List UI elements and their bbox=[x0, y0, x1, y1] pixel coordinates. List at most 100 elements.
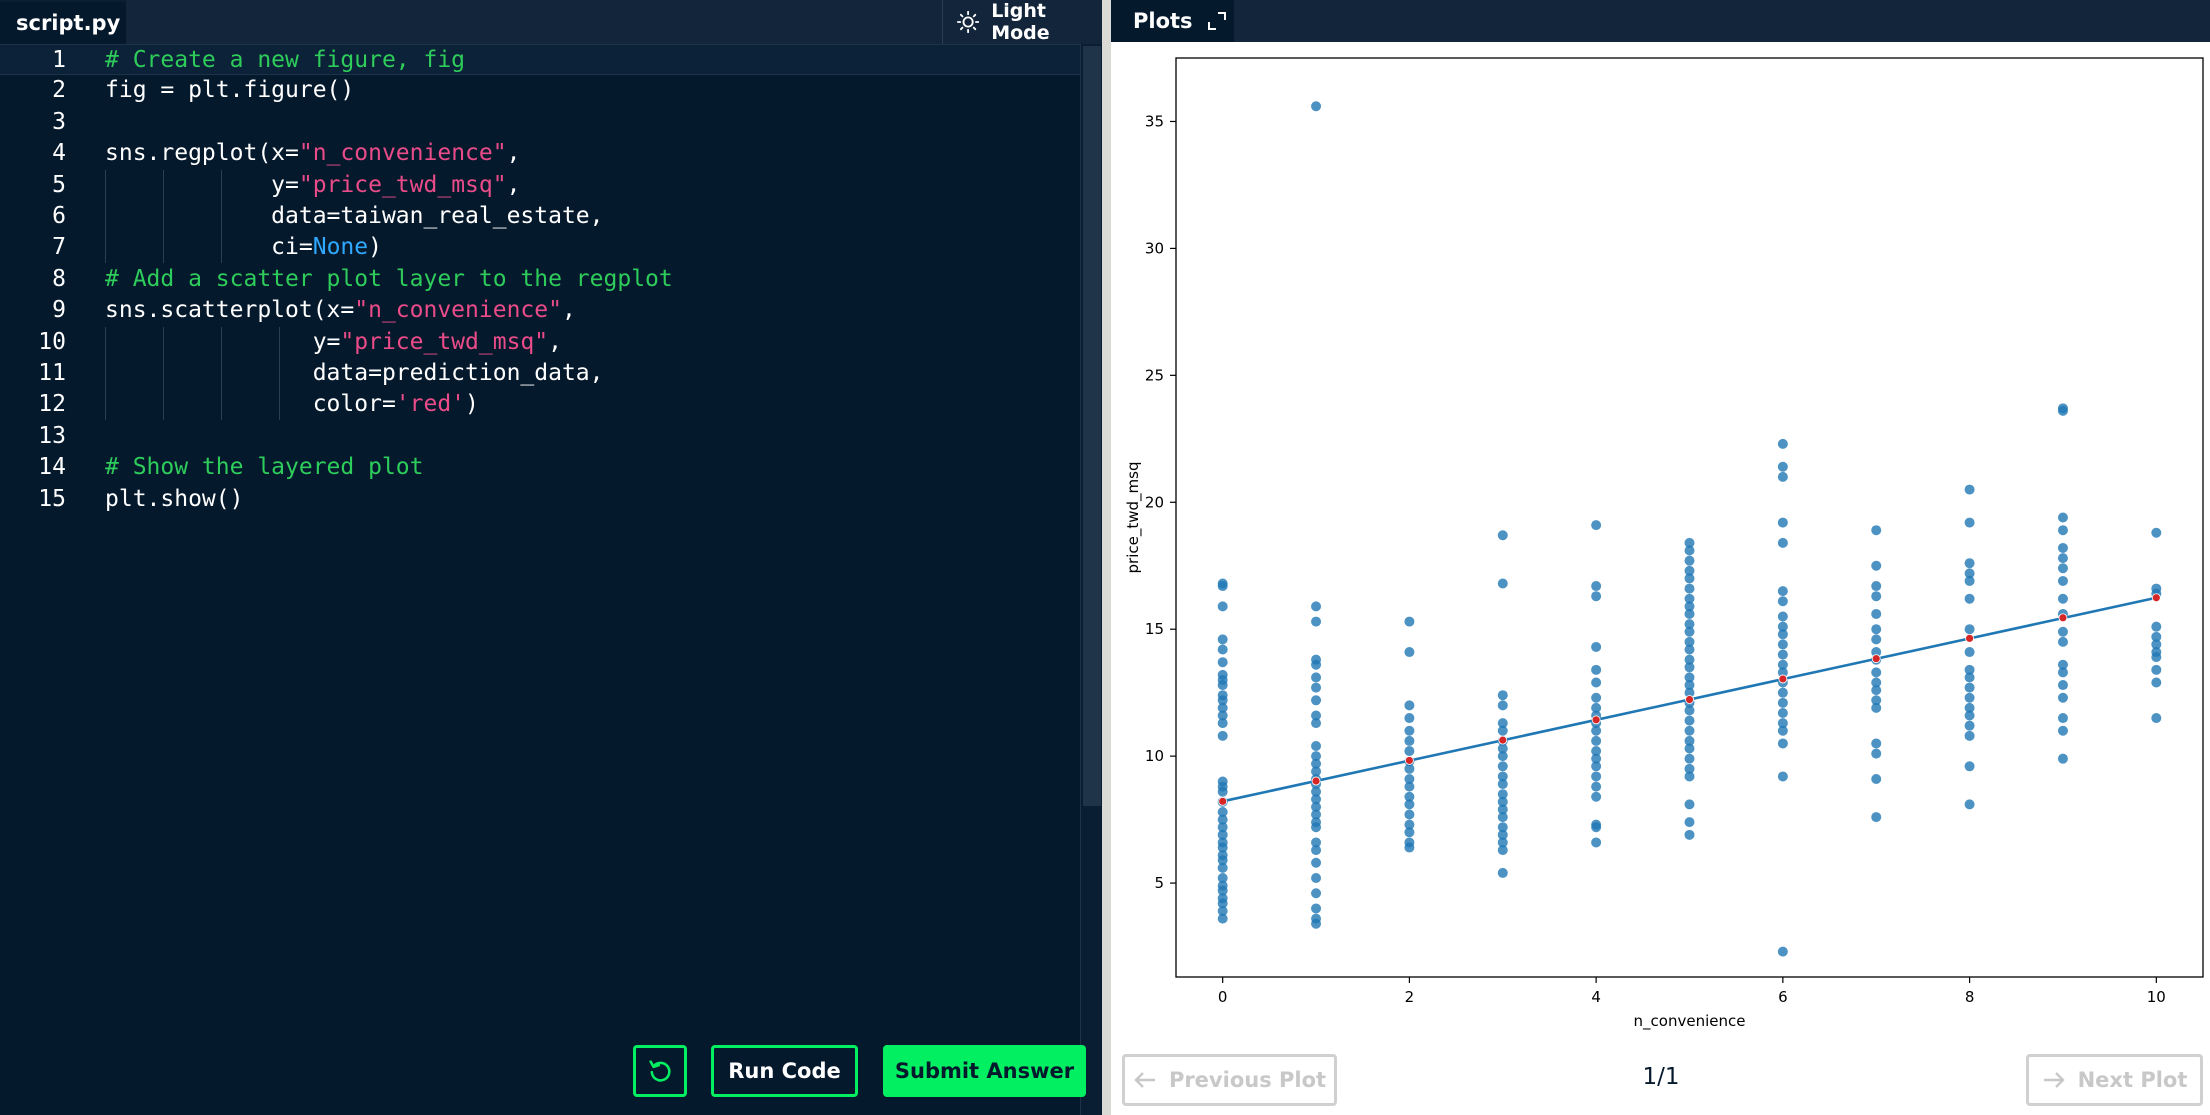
data-point bbox=[1871, 812, 1882, 823]
data-point bbox=[1684, 735, 1695, 746]
data-point bbox=[1871, 685, 1882, 696]
data-point bbox=[1497, 771, 1508, 782]
prediction-point bbox=[2151, 593, 2161, 603]
data-point bbox=[1871, 667, 1882, 678]
data-point bbox=[1217, 680, 1228, 691]
reset-code-button[interactable] bbox=[633, 1045, 687, 1097]
code-token: data=taiwan_real_estate, bbox=[105, 203, 604, 229]
data-point bbox=[1311, 601, 1322, 612]
code-line[interactable]: 14 # Show the layered plot bbox=[0, 452, 1080, 483]
code-line[interactable]: 3 bbox=[0, 107, 1080, 138]
code-token: fig = plt.figure() bbox=[105, 77, 355, 104]
data-point bbox=[1684, 644, 1695, 655]
data-point bbox=[1684, 705, 1695, 716]
arrow-left-icon bbox=[1134, 1072, 1155, 1088]
x-axis-label: n_convenience bbox=[1634, 1012, 1746, 1031]
data-point bbox=[1311, 710, 1322, 721]
prediction-point bbox=[1218, 796, 1228, 806]
code-token: "n_convenience" bbox=[298, 140, 507, 167]
data-point bbox=[1684, 626, 1695, 637]
data-point bbox=[1404, 763, 1415, 774]
data-point bbox=[1871, 773, 1882, 784]
data-point bbox=[1684, 537, 1695, 548]
data-point bbox=[1217, 695, 1228, 706]
tab-script[interactable]: script.py bbox=[0, 0, 126, 44]
data-point bbox=[2057, 725, 2068, 736]
tab-plots[interactable]: Plots bbox=[1111, 0, 1234, 42]
y-tick-label: 15 bbox=[1145, 620, 1164, 638]
data-point bbox=[1964, 664, 1975, 675]
code-line[interactable]: 8 # Add a scatter plot layer to the regpl… bbox=[0, 264, 1080, 295]
code-line[interactable]: 5 y="price_twd_msq", bbox=[0, 169, 1080, 201]
previous-plot-button[interactable]: Previous Plot bbox=[1122, 1054, 1337, 1106]
data-point bbox=[1777, 659, 1788, 670]
data-point bbox=[1591, 771, 1602, 782]
data-point bbox=[1777, 738, 1788, 749]
data-point bbox=[2057, 553, 2068, 564]
indent-guide bbox=[163, 326, 164, 358]
data-point bbox=[1217, 885, 1228, 896]
code-line[interactable]: 15 plt.show() bbox=[0, 484, 1080, 515]
data-point bbox=[1311, 786, 1322, 797]
indent-guide bbox=[163, 169, 164, 201]
code-line[interactable]: 2 fig = plt.figure() bbox=[0, 75, 1080, 106]
data-point bbox=[1777, 611, 1788, 622]
next-plot-button[interactable]: Next Plot bbox=[2026, 1054, 2203, 1106]
data-point bbox=[1311, 888, 1322, 899]
data-point bbox=[2057, 753, 2068, 764]
reset-icon bbox=[649, 1060, 671, 1082]
indent-guide bbox=[221, 169, 222, 201]
data-point bbox=[1497, 530, 1508, 541]
pane-divider[interactable] bbox=[1102, 0, 1111, 1115]
prediction-point bbox=[1778, 674, 1788, 684]
data-point bbox=[1591, 837, 1602, 848]
data-point bbox=[1404, 781, 1415, 792]
data-point bbox=[1684, 565, 1695, 576]
editor-scrollbar[interactable] bbox=[1080, 44, 1103, 1115]
y-axis-label: price_twd_msq bbox=[1124, 462, 1143, 574]
code-line[interactable]: 10 y="price_twd_msq", bbox=[0, 326, 1080, 358]
data-point bbox=[2057, 405, 2068, 416]
data-point bbox=[1217, 718, 1228, 729]
editor-scrollbar-thumb[interactable] bbox=[1083, 46, 1101, 806]
data-point bbox=[1964, 761, 1975, 772]
code-line[interactable]: 6 data=taiwan_real_estate, bbox=[0, 201, 1080, 232]
expand-icon[interactable] bbox=[1207, 11, 1227, 31]
data-point bbox=[1217, 657, 1228, 668]
indent-guide bbox=[105, 201, 106, 232]
data-point bbox=[1404, 842, 1415, 853]
code-line[interactable]: 1 # Create a new figure, fig bbox=[0, 44, 1080, 75]
data-point bbox=[1684, 715, 1695, 726]
code-line[interactable]: 9 sns.scatterplot(x="n_convenience", bbox=[0, 295, 1080, 326]
data-point bbox=[1404, 827, 1415, 838]
data-point bbox=[1311, 801, 1322, 812]
light-mode-label: Light Mode bbox=[991, 0, 1050, 44]
data-point bbox=[1217, 842, 1228, 853]
data-point bbox=[1591, 591, 1602, 602]
line-number: 5 bbox=[52, 171, 66, 198]
code-line[interactable]: 7 ci=None) bbox=[0, 232, 1080, 264]
code-token: , bbox=[506, 140, 521, 167]
code-line[interactable]: 13 bbox=[0, 421, 1080, 452]
data-point bbox=[1871, 525, 1882, 536]
data-point bbox=[1311, 101, 1322, 112]
submit-answer-button[interactable]: Submit Answer bbox=[883, 1045, 1086, 1097]
data-point bbox=[1964, 672, 1975, 683]
data-point bbox=[1684, 573, 1695, 584]
data-point bbox=[1311, 857, 1322, 868]
data-point bbox=[1777, 621, 1788, 632]
run-code-button[interactable]: Run Code bbox=[711, 1045, 858, 1097]
code-line[interactable]: 11 data=prediction_data, bbox=[0, 358, 1080, 389]
indent-guide bbox=[221, 326, 222, 358]
code-line[interactable]: 12 color='red') bbox=[0, 389, 1080, 421]
plot-page-indicator: 1/1 bbox=[1642, 1064, 1680, 1090]
code-editor[interactable]: 1 # Create a new figure, fig 2 fig = plt.fi… bbox=[0, 44, 1080, 1044]
y-tick-label: 25 bbox=[1145, 366, 1164, 384]
data-point bbox=[1311, 718, 1322, 729]
data-point bbox=[1591, 725, 1602, 736]
data-point bbox=[1684, 636, 1695, 647]
code-line[interactable]: 4 sns.regplot(x="n_convenience", bbox=[0, 138, 1080, 169]
data-point bbox=[1777, 517, 1788, 528]
light-mode-toggle[interactable]: Light Mode bbox=[942, 0, 1102, 44]
data-point bbox=[2151, 631, 2162, 642]
